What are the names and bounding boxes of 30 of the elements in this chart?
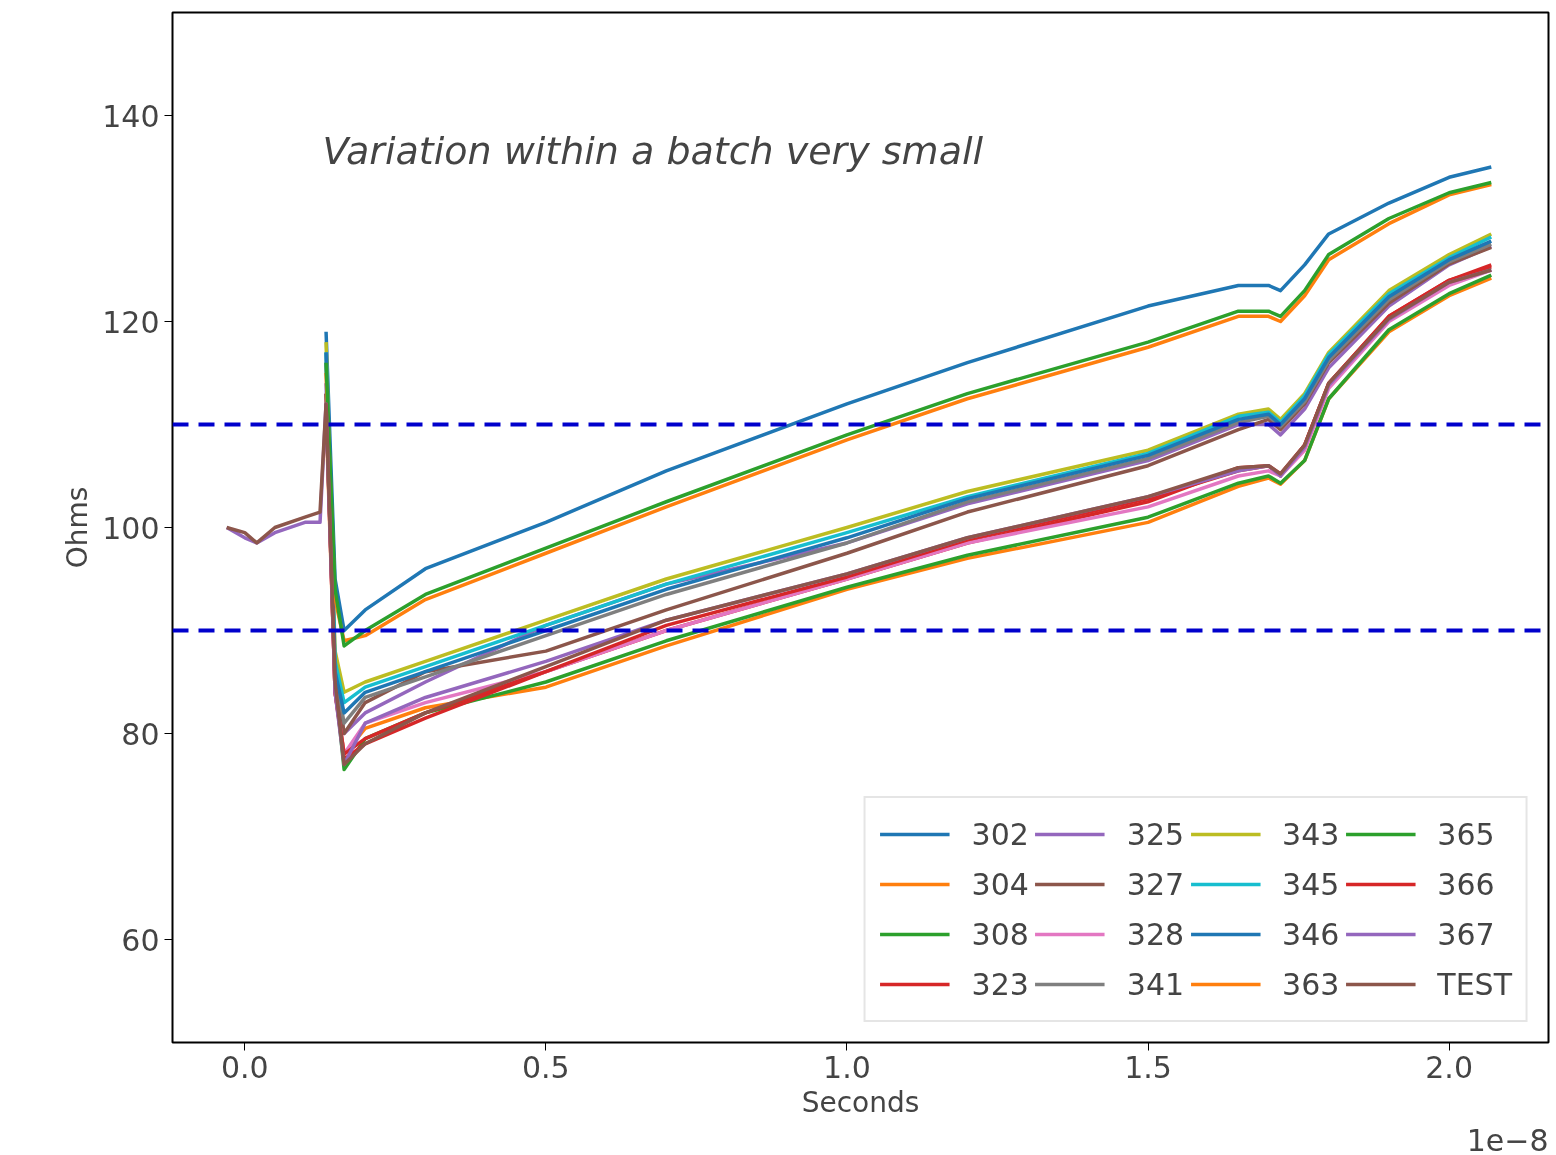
legend-label: 343	[1282, 815, 1340, 854]
y-tick-label: 80	[121, 716, 160, 752]
legend-label: TEST	[1437, 965, 1512, 1004]
legend-label: 367	[1437, 915, 1495, 954]
annotation: Variation within a batch very small	[322, 128, 984, 173]
legend-label: 328	[1126, 915, 1185, 954]
legend-label: 345	[1282, 865, 1340, 904]
legend-label: 366	[1437, 865, 1495, 904]
text: 1e−8	[1466, 1122, 1549, 1155]
x-tick-label: 0.0	[220, 1049, 269, 1085]
legend-label: 365	[1437, 815, 1495, 854]
legend-label: 341	[1126, 965, 1185, 1004]
y-tick-label: 140	[102, 98, 160, 134]
y-tick-label: 60	[121, 922, 160, 958]
y-tick-label: 100	[102, 510, 160, 546]
legend-label: 308	[971, 915, 1029, 954]
x-tick-label: 1.0	[823, 1049, 871, 1085]
x-axis-title: Seconds	[801, 1085, 920, 1119]
legend-label: 304	[971, 865, 1029, 904]
legend-label: 363	[1282, 965, 1340, 1004]
legend-label: 346	[1282, 915, 1340, 954]
y-axis-title: Ohms	[61, 486, 95, 569]
legend-label: 327	[1126, 865, 1185, 904]
x-tick-label: 2.0	[1425, 1049, 1473, 1085]
y-tick-label: 120	[102, 304, 160, 340]
legend-label: 323	[971, 965, 1029, 1004]
legend-label: 302	[971, 815, 1029, 854]
legend-label: 325	[1126, 815, 1185, 854]
x-tick-label: 1.5	[1124, 1049, 1172, 1085]
x-tick-label: 0.5	[522, 1049, 570, 1085]
